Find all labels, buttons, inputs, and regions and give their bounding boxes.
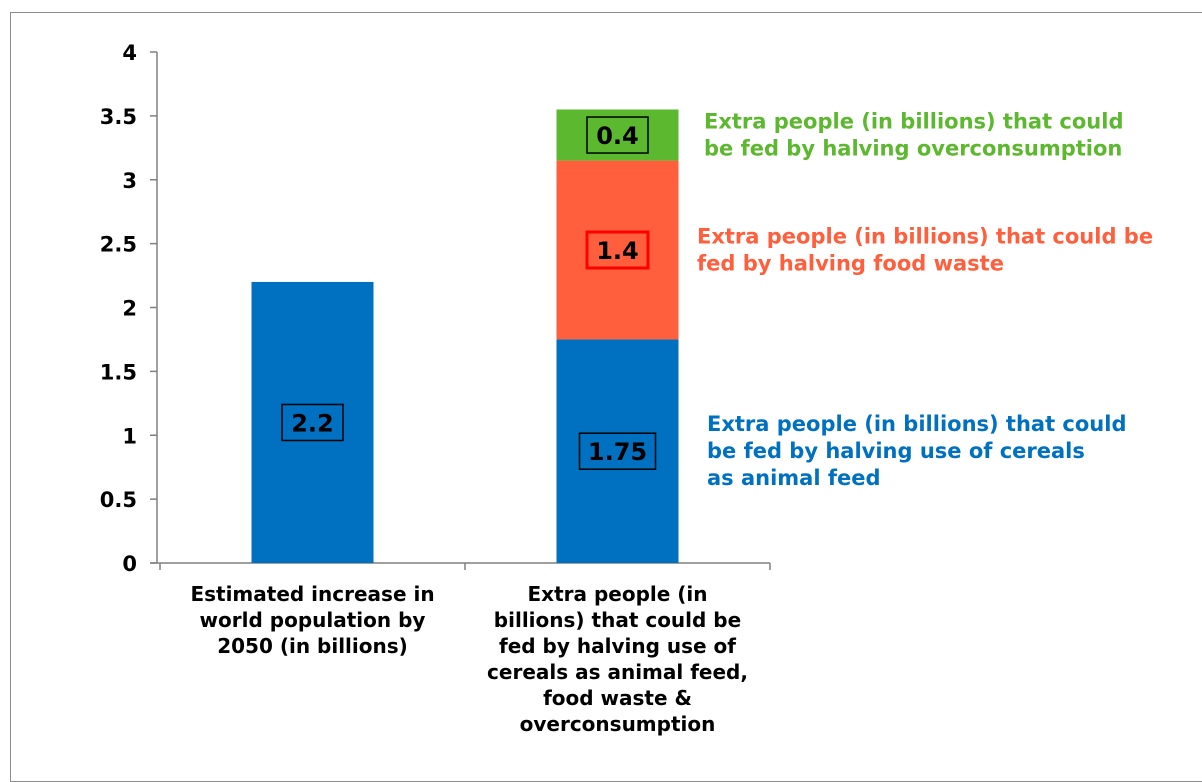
data-label: 1.4 bbox=[596, 237, 639, 265]
y-tick-label: 3 bbox=[122, 169, 137, 193]
x-category-label: Extra people (in billions) that could be f… bbox=[487, 582, 748, 736]
y-tick-label: 1.5 bbox=[100, 360, 137, 384]
bars bbox=[252, 109, 679, 563]
y-tick-label: 3.5 bbox=[100, 105, 137, 129]
series-annotation: Extra people (in billions) that could be … bbox=[704, 110, 1124, 161]
series-annotation: Extra people (in billions) that could be … bbox=[707, 412, 1127, 490]
y-tick-label: 2 bbox=[122, 297, 137, 321]
y-tick-label: 1 bbox=[122, 424, 137, 448]
y-tick-label: 4 bbox=[122, 41, 137, 65]
y-tick-label: 2.5 bbox=[100, 233, 137, 257]
data-label: 1.75 bbox=[588, 438, 647, 466]
series-annotation: Extra people (in billions) that could be… bbox=[697, 225, 1153, 276]
data-label: 0.4 bbox=[596, 122, 639, 150]
category-labels: Estimated increase in world population by… bbox=[190, 582, 748, 736]
y-tick-label: 0.5 bbox=[100, 488, 137, 512]
data-label: 2.2 bbox=[291, 409, 334, 437]
annotations: Extra people (in billions) that could be … bbox=[697, 110, 1153, 491]
x-category-label: Estimated increase in world population by… bbox=[190, 582, 434, 658]
y-tick-label: 0 bbox=[122, 552, 137, 576]
